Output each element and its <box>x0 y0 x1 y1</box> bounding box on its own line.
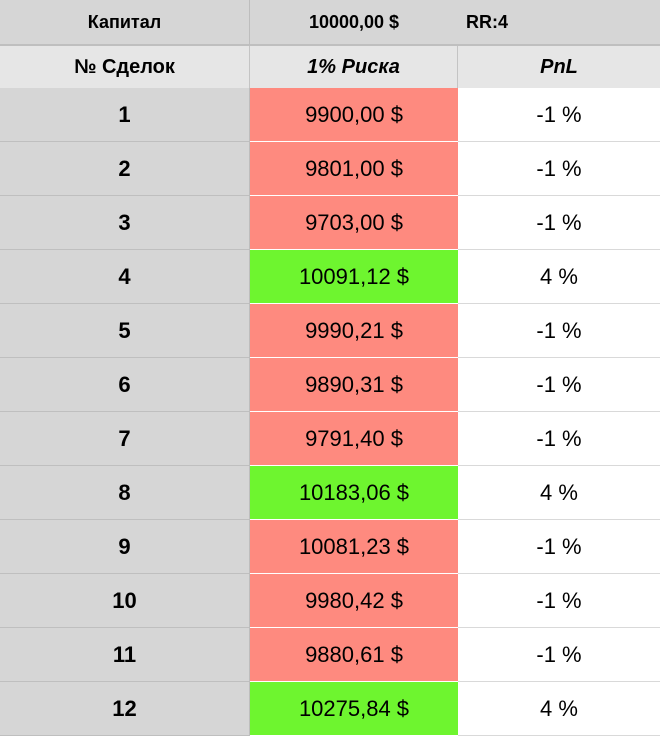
balance-cell[interactable]: 10081,23 $ <box>250 520 458 574</box>
table-row: 7 9791,40 $ -1 % <box>0 412 660 466</box>
table-row: 3 9703,00 $ -1 % <box>0 196 660 250</box>
trade-number-cell[interactable]: 5 <box>0 304 250 358</box>
balance-cell[interactable]: 9880,61 $ <box>250 628 458 682</box>
pnl-cell[interactable]: -1 % <box>458 520 660 574</box>
balance-cell[interactable]: 9703,00 $ <box>250 196 458 250</box>
table-row: 12 10275,84 $4 % <box>0 682 660 736</box>
capital-header-row: Капитал 10000,00 $ RR:4 <box>0 0 660 46</box>
capital-value-cell[interactable]: 10000,00 $ <box>250 0 458 46</box>
table-row: 8 10183,06 $4 % <box>0 466 660 520</box>
balance-cell[interactable]: 9980,42 $ <box>250 574 458 628</box>
pnl-column-header[interactable]: PnL <box>458 46 660 88</box>
balance-cell[interactable]: 9900,00 $ <box>250 88 458 142</box>
pnl-cell[interactable]: -1 % <box>458 196 660 250</box>
table-row: 2 9801,00 $ -1 % <box>0 142 660 196</box>
column-header-row: № Сделок 1% Риска PnL <box>0 46 660 88</box>
pnl-cell[interactable]: 4 % <box>458 466 660 520</box>
pnl-cell[interactable]: 4 % <box>458 250 660 304</box>
trade-number-cell[interactable]: 9 <box>0 520 250 574</box>
trade-number-cell[interactable]: 11 <box>0 628 250 682</box>
trade-number-cell[interactable]: 7 <box>0 412 250 466</box>
table-row: 9 10081,23 $ -1 % <box>0 520 660 574</box>
trade-number-cell[interactable]: 12 <box>0 682 250 736</box>
balance-cell[interactable]: 9791,40 $ <box>250 412 458 466</box>
balance-cell[interactable]: 10183,06 $ <box>250 466 458 520</box>
table-row: 1 9900,00 $ -1 % <box>0 88 660 142</box>
capital-label-cell[interactable]: Капитал <box>0 0 250 46</box>
trade-number-cell[interactable]: 6 <box>0 358 250 412</box>
table-row: 5 9990,21 $ -1 % <box>0 304 660 358</box>
trades-column-header[interactable]: № Сделок <box>0 46 250 88</box>
trade-number-cell[interactable]: 2 <box>0 142 250 196</box>
trade-number-cell[interactable]: 3 <box>0 196 250 250</box>
pnl-cell[interactable]: -1 % <box>458 142 660 196</box>
pnl-cell[interactable]: -1 % <box>458 88 660 142</box>
risk-column-header[interactable]: 1% Риска <box>250 46 458 88</box>
pnl-cell[interactable]: -1 % <box>458 304 660 358</box>
pnl-cell[interactable]: -1 % <box>458 358 660 412</box>
balance-cell[interactable]: 9890,31 $ <box>250 358 458 412</box>
pnl-cell[interactable]: -1 % <box>458 412 660 466</box>
trade-number-cell[interactable]: 4 <box>0 250 250 304</box>
pnl-cell[interactable]: 4 % <box>458 682 660 736</box>
rr-cell[interactable]: RR:4 <box>458 0 660 46</box>
trade-number-cell[interactable]: 8 <box>0 466 250 520</box>
trade-number-cell[interactable]: 10 <box>0 574 250 628</box>
balance-cell[interactable]: 9801,00 $ <box>250 142 458 196</box>
balance-cell[interactable]: 10275,84 $ <box>250 682 458 736</box>
table-row: 6 9890,31 $ -1 % <box>0 358 660 412</box>
table-row: 4 10091,12 $4 % <box>0 250 660 304</box>
balance-cell[interactable]: 10091,12 $ <box>250 250 458 304</box>
trade-number-cell[interactable]: 1 <box>0 88 250 142</box>
table-row: 10 9980,42 $ -1 % <box>0 574 660 628</box>
pnl-cell[interactable]: -1 % <box>458 574 660 628</box>
pnl-cell[interactable]: -1 % <box>458 628 660 682</box>
table-row: 11 9880,61 $ -1 % <box>0 628 660 682</box>
balance-cell[interactable]: 9990,21 $ <box>250 304 458 358</box>
